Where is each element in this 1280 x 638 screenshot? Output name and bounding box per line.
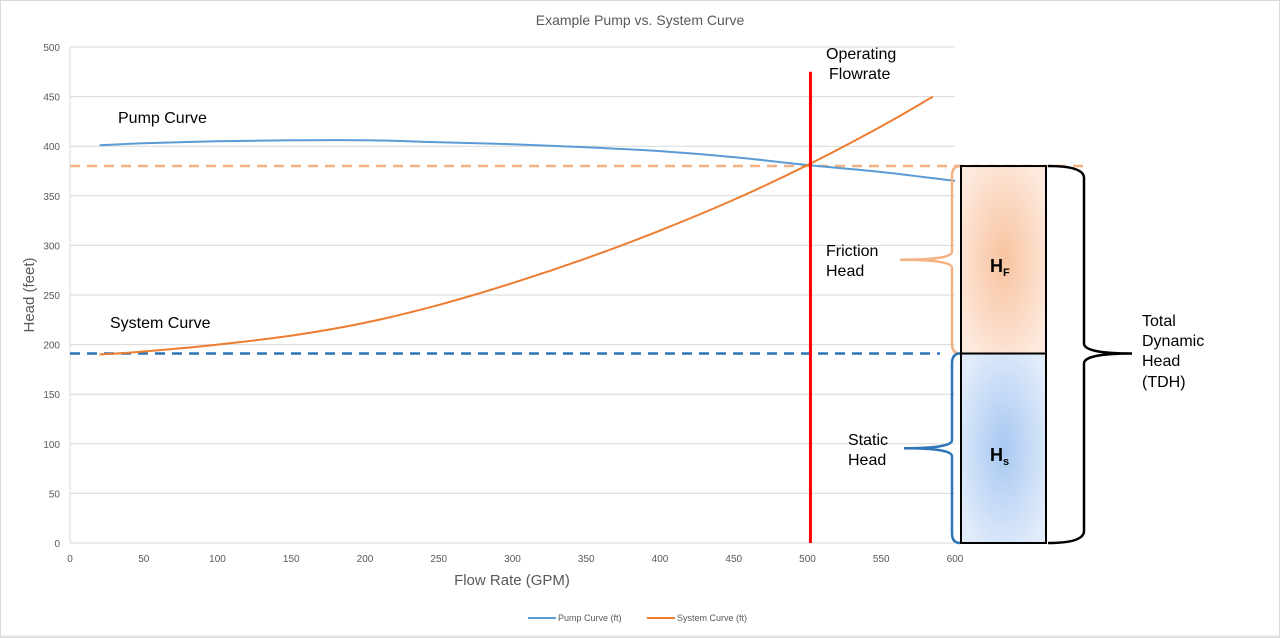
x-tick-label: 150: [283, 554, 300, 565]
tdh-annotation-4: (TDH): [1142, 374, 1186, 391]
static-annotation-2: Head: [848, 452, 886, 469]
system-curve-line: [99, 95, 934, 356]
y-tick-label: 250: [43, 291, 60, 302]
legend-entry: System Curve (ft): [677, 613, 747, 623]
y-tick-label: 350: [43, 192, 60, 203]
x-tick-label: 400: [652, 554, 669, 565]
tdh-annotation-1: Total: [1142, 313, 1176, 330]
y-tick-label: 150: [43, 390, 60, 401]
x-tick-label: 0: [67, 554, 73, 565]
y-tick-label: 200: [43, 341, 60, 352]
y-tick-label: 100: [43, 440, 60, 451]
operating-annotation-1: Operating: [826, 46, 896, 63]
hs-label: Hs: [990, 445, 1009, 468]
y-tick-label: 50: [49, 489, 61, 500]
static-annotation-1: Static: [848, 432, 888, 449]
friction-head-box: [960, 165, 1047, 355]
x-tick-label: 200: [357, 554, 374, 565]
x-tick-label: 550: [873, 554, 890, 565]
friction-annotation-2: Head: [826, 263, 864, 280]
x-tick-label: 600: [947, 554, 964, 565]
y-tick-label: 300: [43, 241, 60, 252]
x-tick-label: 450: [725, 554, 742, 565]
operating-annotation-2: Flowrate: [829, 66, 890, 83]
y-tick-label: 400: [43, 142, 60, 153]
y-tick-label: 0: [54, 539, 60, 550]
y-axis-label: Head (feet): [21, 257, 38, 332]
x-tick-label: 50: [138, 554, 150, 565]
tdh-annotation-2: Dynamic: [1142, 333, 1204, 350]
static-head-box: [960, 352, 1047, 545]
pump-curve-annotation: Pump Curve: [118, 110, 207, 127]
tdh-annotation-3: Head: [1142, 353, 1180, 370]
y-tick-label: 450: [43, 93, 60, 104]
legend: Pump Curve (ft) System Curve (ft): [528, 613, 747, 623]
friction-head-brace: [899, 164, 961, 355]
legend-entry: Pump Curve (ft): [558, 613, 622, 623]
tdh-brace: [1047, 164, 1133, 545]
friction-annotation-1: Friction: [826, 243, 878, 260]
x-tick-label: 300: [504, 554, 521, 565]
x-tick-label: 100: [209, 554, 226, 565]
hf-label: HF: [990, 256, 1010, 279]
system-curve-annotation: System Curve: [110, 315, 211, 332]
x-tick-label: 250: [430, 554, 447, 565]
static-head-brace: [903, 352, 961, 545]
x-tick-label: 500: [799, 554, 816, 565]
chart-title: Example Pump vs. System Curve: [536, 12, 745, 28]
x-axis-label: Flow Rate (GPM): [454, 572, 570, 589]
x-tick-label: 350: [578, 554, 595, 565]
y-tick-label: 500: [43, 43, 60, 54]
